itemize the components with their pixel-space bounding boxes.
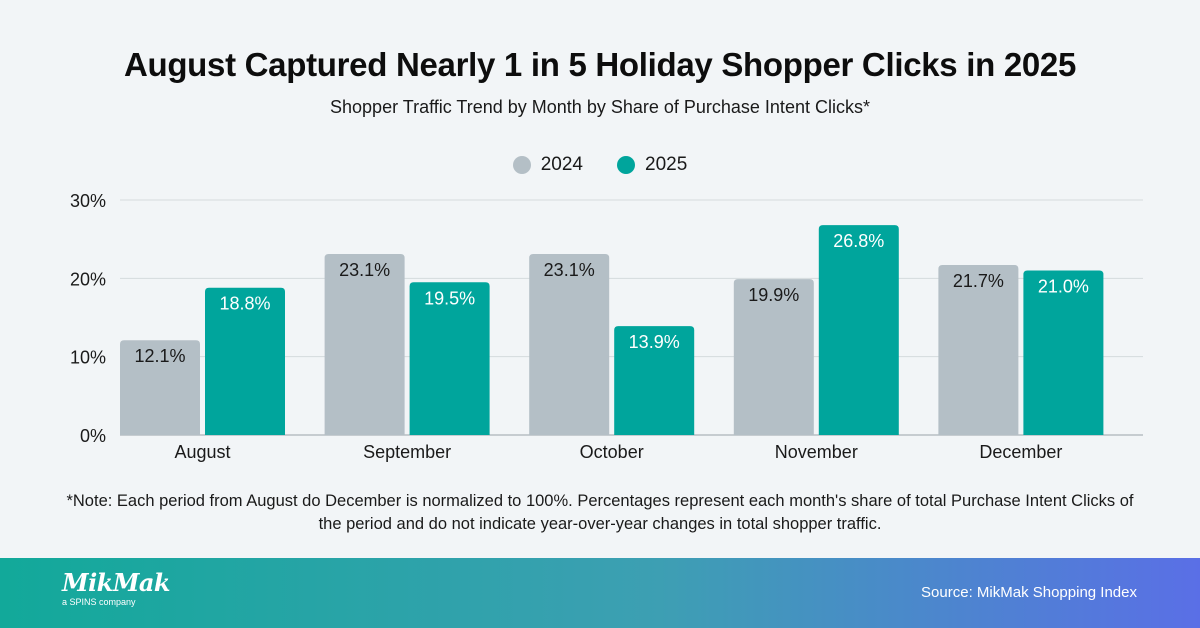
data-label: 12.1%: [134, 346, 185, 366]
data-label: 23.1%: [544, 260, 595, 280]
logo-tagline: a SPINS company: [62, 597, 136, 607]
logo-wordmark: MikMak: [62, 568, 171, 597]
footnote: *Note: Each period from August do Decemb…: [66, 492, 1134, 533]
x-tick-label: November: [775, 442, 858, 462]
legend: 2024 2025: [0, 154, 1200, 176]
y-tick-label: 0%: [80, 426, 106, 446]
y-tick-label: 20%: [70, 269, 106, 289]
data-label: 13.9%: [629, 332, 680, 352]
bar-2024-december: [938, 265, 1019, 435]
legend-label-2024: 2024: [540, 154, 583, 175]
source-text: Source: MikMak Shopping Index: [921, 584, 1137, 601]
bar-2024-september: [324, 254, 405, 435]
legend-swatch-2024: [512, 156, 531, 174]
bar-2024-november: [733, 279, 814, 435]
mikmak-logo: MikMak a SPINS company: [62, 568, 171, 608]
bar-2025-august: [205, 287, 285, 435]
data-label: 18.8%: [219, 294, 270, 314]
chart-title: August Captured Nearly 1 in 5 Holiday Sh…: [123, 46, 1077, 83]
x-tick-label: December: [979, 442, 1062, 462]
y-tick-label: 30%: [70, 191, 106, 211]
bar-2025-october: [614, 326, 695, 435]
bar-2024-august: [120, 340, 200, 435]
data-label: 19.9%: [748, 285, 799, 305]
x-tick-label: August: [174, 442, 230, 462]
data-label: 21.0%: [1038, 277, 1089, 297]
chart-subtitle: Shopper Traffic Trend by Month by Share …: [330, 97, 870, 117]
x-tick-label: October: [580, 442, 644, 462]
legend-label-2025: 2025: [645, 154, 688, 175]
bar-2024-october: [529, 254, 610, 435]
data-label: 19.5%: [424, 288, 475, 308]
legend-swatch-2025: [617, 156, 635, 174]
bar-2025-december: [1023, 270, 1104, 435]
data-label: 23.1%: [339, 260, 390, 280]
bar-2025-november: [818, 225, 899, 435]
data-label: 26.8%: [833, 231, 884, 251]
x-tick-label: September: [363, 442, 451, 462]
legend-item-2024: 2024: [512, 154, 583, 176]
bar-2025-september: [409, 282, 490, 435]
legend-item-2025: 2025: [617, 154, 687, 176]
data-label: 21.7%: [953, 271, 1004, 291]
footer-banner: MikMak a SPINS company Source: MikMak Sh…: [0, 558, 1200, 628]
y-tick-label: 10%: [70, 348, 106, 368]
bar-chart: 0% 10% 20% 30% 12.1% 18.8% August 23.1% 19.5% Sep…: [70, 191, 1143, 462]
